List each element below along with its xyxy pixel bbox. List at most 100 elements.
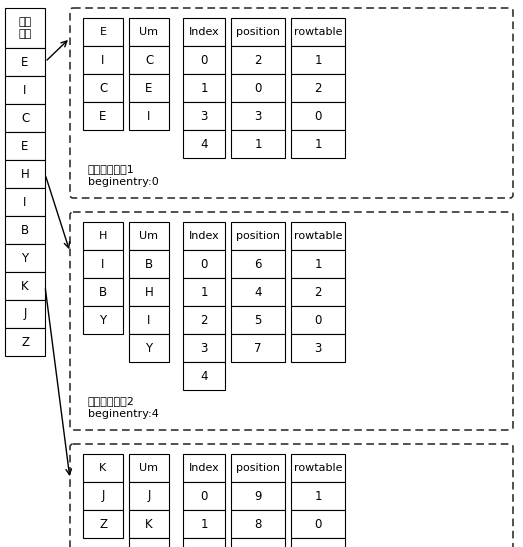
Bar (183, 74, 225, 102)
Text: 0: 0 (200, 54, 208, 67)
Text: 1: 1 (314, 137, 322, 150)
Text: 1: 1 (200, 82, 208, 95)
Bar (129, 334, 169, 362)
Bar (183, 278, 225, 306)
Bar (291, 278, 345, 306)
Bar (183, 102, 225, 130)
Bar (183, 250, 225, 278)
Text: E: E (99, 109, 107, 123)
Bar (231, 18, 285, 46)
Text: 0: 0 (314, 109, 322, 123)
Text: Index: Index (189, 463, 219, 473)
Text: B: B (21, 224, 29, 236)
Text: Z: Z (21, 335, 29, 348)
Text: Y: Y (145, 341, 153, 354)
Text: 2: 2 (314, 82, 322, 95)
Bar (129, 46, 169, 74)
Bar (231, 222, 285, 250)
Bar (129, 510, 169, 538)
Bar (291, 306, 345, 334)
Bar (5, 328, 45, 356)
Bar (183, 46, 225, 74)
Text: 原始
数据: 原始 数据 (18, 17, 31, 39)
Text: 2: 2 (254, 54, 262, 67)
Text: 从数据服务器2: 从数据服务器2 (88, 396, 135, 406)
Text: 1: 1 (200, 517, 208, 531)
Bar (183, 482, 225, 510)
Text: 0: 0 (314, 517, 322, 531)
Text: position: position (236, 27, 280, 37)
Bar (83, 510, 123, 538)
Text: 10: 10 (251, 545, 266, 547)
Text: 0: 0 (200, 258, 208, 271)
Text: Y: Y (21, 252, 29, 265)
Bar (83, 482, 123, 510)
Text: 0: 0 (200, 490, 208, 503)
Text: Y: Y (99, 313, 107, 327)
Bar (83, 74, 123, 102)
Text: C: C (145, 54, 153, 67)
Text: 从数据服务器1: 从数据服务器1 (88, 164, 135, 174)
Bar (129, 278, 169, 306)
Text: 9: 9 (254, 490, 262, 503)
Text: E: E (99, 27, 107, 37)
Text: position: position (236, 463, 280, 473)
Bar (183, 538, 225, 547)
Text: E: E (21, 139, 29, 153)
Bar (231, 130, 285, 158)
Bar (83, 306, 123, 334)
Text: J: J (101, 490, 105, 503)
Bar (83, 250, 123, 278)
Bar (5, 76, 45, 104)
Text: Um: Um (140, 27, 158, 37)
Bar (5, 8, 45, 48)
Bar (83, 46, 123, 74)
Text: 2: 2 (200, 313, 208, 327)
Text: 1: 1 (314, 258, 322, 271)
Bar (5, 160, 45, 188)
Text: rowtable: rowtable (294, 231, 342, 241)
Text: K: K (145, 517, 153, 531)
Bar (129, 482, 169, 510)
Text: K: K (99, 463, 107, 473)
Bar (129, 250, 169, 278)
Text: 2: 2 (314, 286, 322, 299)
Bar (83, 454, 123, 482)
Text: E: E (21, 55, 29, 68)
Text: 8: 8 (254, 517, 262, 531)
Bar (129, 454, 169, 482)
Bar (83, 102, 123, 130)
Bar (291, 334, 345, 362)
Bar (5, 132, 45, 160)
Text: I: I (24, 84, 27, 96)
Bar (183, 130, 225, 158)
Bar (231, 510, 285, 538)
Text: H: H (99, 231, 107, 241)
Bar (129, 18, 169, 46)
Bar (231, 482, 285, 510)
Text: 1: 1 (314, 54, 322, 67)
Text: 3: 3 (314, 341, 322, 354)
Bar (291, 18, 345, 46)
Bar (183, 18, 225, 46)
Bar (291, 102, 345, 130)
Text: rowtable: rowtable (294, 27, 342, 37)
Bar (129, 306, 169, 334)
Text: K: K (21, 280, 29, 293)
Text: 4: 4 (254, 286, 262, 299)
Text: C: C (99, 82, 107, 95)
Bar (5, 244, 45, 272)
Text: 6: 6 (254, 258, 262, 271)
Bar (83, 278, 123, 306)
Text: C: C (21, 112, 29, 125)
Text: beginentry:0: beginentry:0 (88, 177, 159, 187)
Bar (83, 222, 123, 250)
Bar (291, 222, 345, 250)
Bar (291, 46, 345, 74)
Bar (231, 250, 285, 278)
Text: H: H (145, 286, 153, 299)
Text: Z: Z (99, 517, 107, 531)
Text: I: I (147, 313, 151, 327)
Bar (183, 222, 225, 250)
Text: Index: Index (189, 231, 219, 241)
